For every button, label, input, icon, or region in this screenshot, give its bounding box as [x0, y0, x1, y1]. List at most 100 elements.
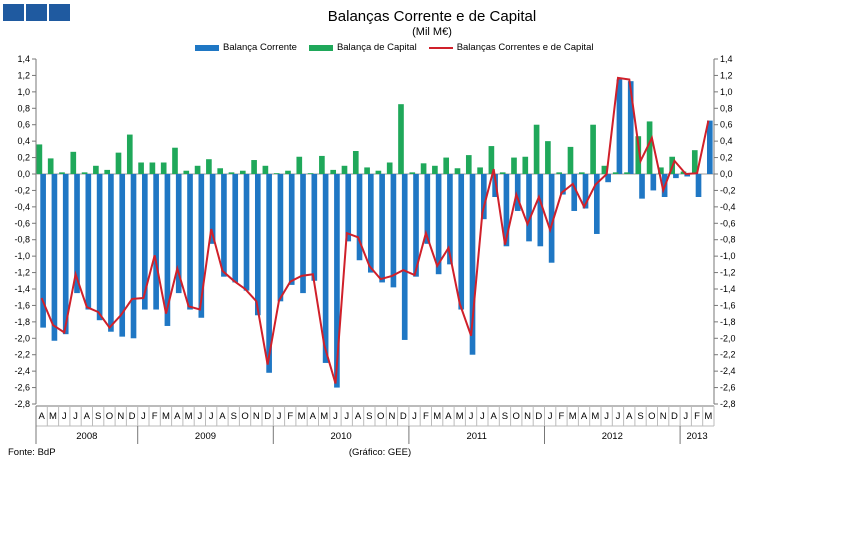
bar-capital	[262, 165, 269, 174]
bar-current	[435, 174, 442, 275]
x-tick-label: O	[106, 411, 113, 422]
y-tick-label-right: 1,0	[720, 87, 733, 97]
bar-capital	[533, 124, 540, 174]
bar-capital	[499, 172, 506, 174]
source-note: Fonte: BdP	[8, 447, 56, 458]
y-tick-label-right: -1,0	[720, 251, 736, 261]
bar-current	[51, 174, 58, 341]
chart-credit: (Gráfico: GEE)	[348, 447, 412, 458]
bar-capital	[36, 144, 43, 174]
x-tick-label: J	[604, 411, 609, 422]
y-tick-label-left: 1,0	[17, 87, 30, 97]
bar-current	[266, 174, 272, 373]
bar-capital	[658, 167, 664, 174]
bar-current	[706, 120, 713, 174]
x-tick-label: A	[174, 411, 181, 422]
year-label: 2010	[331, 431, 352, 442]
x-tick-label: A	[581, 411, 588, 422]
x-tick-label: J	[616, 411, 621, 422]
bar-capital	[251, 160, 257, 174]
x-tick-label: S	[231, 411, 237, 422]
bar-current	[209, 174, 216, 244]
x-tick-label: J	[333, 411, 338, 422]
x-tick-label: M	[704, 411, 712, 422]
y-tick-label-right: -2,2	[720, 350, 736, 360]
y-tick-label-left: -2,6	[14, 383, 30, 393]
bar-capital	[341, 165, 348, 174]
x-tick-label: S	[502, 411, 508, 422]
x-tick-label: F	[694, 411, 700, 422]
bar-capital	[522, 156, 529, 174]
legend-item-combined: Balanças Correntes e de Capital	[428, 42, 593, 53]
year-label: 2012	[602, 431, 623, 442]
x-tick-label: J	[277, 411, 282, 422]
x-tick-label: J	[141, 411, 146, 422]
bar-current	[605, 174, 611, 183]
bar-current	[130, 174, 137, 339]
bar-capital	[488, 146, 495, 174]
bar-current	[175, 174, 182, 294]
logo-block	[3, 4, 24, 21]
x-tick-label: J	[344, 411, 349, 422]
bar-capital	[612, 172, 619, 174]
chart-legend: Balança Corrente Balança de Capital Bala…	[195, 42, 593, 53]
x-tick-label: O	[648, 411, 655, 422]
bar-capital	[104, 169, 111, 174]
y-tick-label-left: -2,0	[14, 333, 30, 343]
bar-capital	[635, 136, 642, 174]
y-tick-label-left: 0,8	[17, 103, 30, 113]
legend-item-capital: Balança de Capital	[308, 42, 417, 53]
y-tick-label-right: -2,8	[720, 399, 736, 409]
bar-current	[85, 174, 92, 310]
bar-current	[503, 174, 510, 247]
bar-current	[300, 174, 306, 294]
bar-current	[593, 174, 600, 234]
bar-capital	[172, 147, 178, 174]
bar-capital	[477, 167, 483, 174]
y-tick-label-left: -1,8	[14, 317, 30, 327]
x-tick-label: M	[298, 411, 306, 422]
bar-current	[288, 174, 295, 285]
bar-current	[424, 174, 431, 244]
bar-capital	[443, 157, 450, 174]
y-tick-label-right: -1,2	[720, 268, 736, 278]
bar-current	[401, 174, 408, 340]
legend-swatch-combined	[428, 46, 453, 49]
x-tick-label: O	[241, 411, 248, 422]
y-tick-label-right: -0,8	[720, 235, 736, 245]
bar-current	[526, 174, 532, 242]
bar-current	[74, 174, 80, 294]
bar-current	[695, 174, 702, 197]
year-label: 2008	[76, 431, 97, 442]
bar-capital	[364, 167, 370, 174]
x-tick-label: F	[152, 411, 158, 422]
x-tick-label: J	[683, 411, 688, 422]
bar-capital	[398, 104, 404, 174]
bar-current	[62, 174, 69, 335]
y-tick-label-right: -1,6	[720, 300, 736, 310]
bar-current	[684, 174, 691, 177]
y-tick-label-left: -0,6	[14, 218, 30, 228]
legend-label-capital: Balança de Capital	[336, 42, 417, 53]
bar-current	[322, 174, 329, 363]
bar-current	[571, 174, 578, 211]
x-tick-label: M	[433, 411, 441, 422]
legend-item-current: Balança Corrente	[195, 42, 297, 53]
bar-capital	[375, 170, 382, 174]
bar-capital	[319, 155, 325, 174]
y-tick-label-right: -1,4	[720, 284, 736, 294]
x-tick-label: A	[355, 411, 362, 422]
y-tick-label-right: -1,8	[720, 317, 736, 327]
bar-current	[141, 174, 148, 310]
y-tick-label-left: -0,8	[14, 235, 30, 245]
x-tick-label: J	[73, 411, 78, 422]
bar-capital	[409, 172, 416, 174]
bar-capital	[386, 162, 393, 174]
bar-current	[164, 174, 171, 326]
y-tick-label-left: -2,8	[14, 399, 30, 409]
bar-capital	[432, 165, 438, 174]
bar-capital	[81, 172, 88, 174]
legend-swatch-current	[195, 44, 219, 51]
y-tick-label-left: -0,2	[14, 185, 30, 195]
y-tick-label-right: -0,6	[720, 218, 736, 228]
